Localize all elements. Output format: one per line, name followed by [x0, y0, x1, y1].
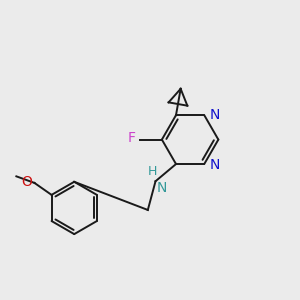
Text: N: N: [210, 107, 220, 122]
Text: O: O: [21, 176, 32, 189]
Text: N: N: [157, 181, 167, 195]
Text: N: N: [210, 158, 220, 172]
Text: H: H: [148, 165, 157, 178]
Text: F: F: [128, 131, 136, 145]
